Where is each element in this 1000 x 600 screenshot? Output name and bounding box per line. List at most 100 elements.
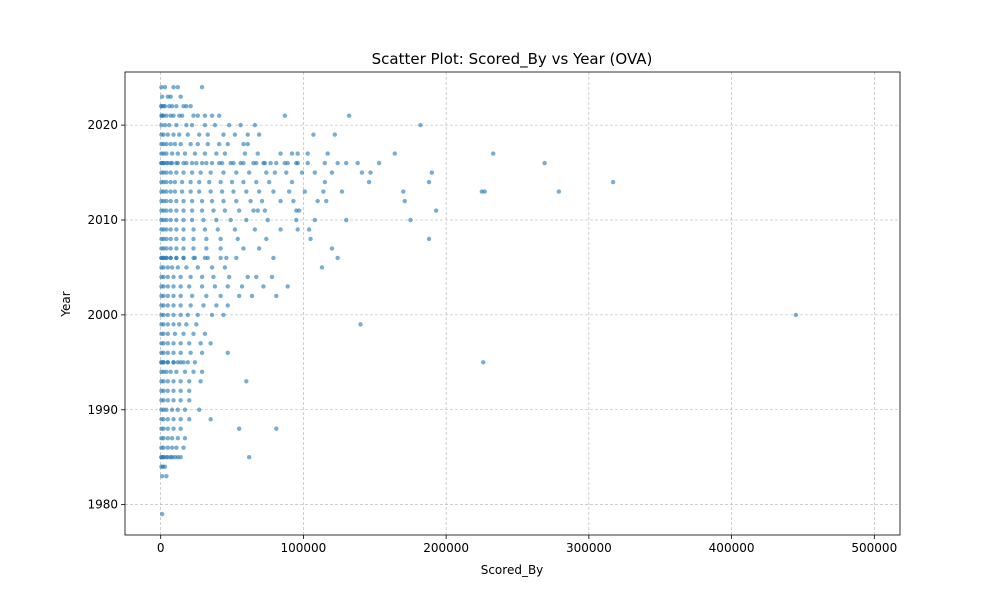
data-point xyxy=(325,151,330,156)
data-point xyxy=(174,255,179,261)
data-point xyxy=(184,122,189,128)
data-point xyxy=(324,198,329,204)
data-point xyxy=(249,293,255,299)
data-point xyxy=(188,303,193,308)
data-point xyxy=(332,132,338,137)
data-point xyxy=(241,246,246,251)
data-point xyxy=(171,426,176,431)
data-point xyxy=(217,141,222,147)
data-point xyxy=(162,84,168,90)
data-point xyxy=(402,198,407,204)
data-point xyxy=(161,274,166,280)
data-point xyxy=(164,246,169,251)
y-tick-label: 2020 xyxy=(87,118,118,132)
data-point xyxy=(188,103,193,109)
data-point xyxy=(202,122,208,128)
data-point xyxy=(274,426,279,431)
data-point xyxy=(426,236,432,242)
data-point xyxy=(299,170,305,175)
data-point xyxy=(295,227,300,232)
chart-title: Scatter Plot: Scored_By vs Year (OVA) xyxy=(372,50,653,69)
data-point xyxy=(165,398,171,403)
data-point xyxy=(188,350,193,356)
data-point xyxy=(244,379,249,384)
y-tick-label: 2000 xyxy=(87,308,118,322)
data-point xyxy=(161,350,166,356)
data-point xyxy=(236,208,242,213)
data-point xyxy=(181,217,186,223)
data-point xyxy=(312,217,318,223)
data-point xyxy=(168,208,173,213)
data-point xyxy=(426,179,432,185)
data-point xyxy=(204,160,209,166)
data-point xyxy=(168,179,173,185)
data-point xyxy=(171,84,176,90)
data-point xyxy=(261,284,266,289)
data-point xyxy=(172,331,178,337)
data-point xyxy=(174,160,179,166)
data-point xyxy=(255,151,260,156)
data-point xyxy=(241,179,246,185)
data-point xyxy=(168,217,173,223)
data-point xyxy=(254,179,259,185)
x-tick-label: 200000 xyxy=(423,541,469,555)
data-point xyxy=(205,132,210,137)
data-point xyxy=(165,322,171,327)
data-point xyxy=(238,122,243,128)
data-point xyxy=(256,189,262,194)
data-point xyxy=(174,208,179,213)
data-point xyxy=(221,198,226,204)
data-point xyxy=(164,141,169,147)
data-point xyxy=(226,122,232,128)
data-point xyxy=(192,151,198,156)
data-point xyxy=(195,141,200,147)
data-point xyxy=(178,94,183,99)
data-point xyxy=(174,246,179,251)
data-point xyxy=(274,293,279,299)
data-point xyxy=(245,141,250,147)
data-point xyxy=(199,350,205,356)
data-point xyxy=(311,132,316,137)
data-point xyxy=(168,170,173,175)
y-axis-label: Year xyxy=(59,291,73,317)
data-point xyxy=(274,160,279,166)
data-point xyxy=(161,436,166,441)
data-point xyxy=(202,227,208,232)
data-point xyxy=(165,331,171,337)
data-point xyxy=(161,303,166,308)
data-point xyxy=(358,322,363,327)
data-point xyxy=(171,360,176,365)
data-point xyxy=(217,113,222,118)
data-point xyxy=(278,198,283,204)
data-point xyxy=(610,179,616,185)
data-point xyxy=(171,388,176,393)
data-point xyxy=(202,113,208,118)
data-point xyxy=(161,360,166,365)
data-point xyxy=(195,265,200,270)
data-point xyxy=(284,170,289,175)
data-point xyxy=(191,255,196,261)
data-point xyxy=(162,464,168,469)
data-point xyxy=(793,312,799,318)
data-point xyxy=(282,113,288,118)
data-point xyxy=(181,445,186,450)
data-point xyxy=(194,160,199,166)
data-point xyxy=(164,151,169,156)
data-point xyxy=(289,151,295,156)
data-point xyxy=(178,312,183,318)
data-point xyxy=(168,255,173,261)
data-point xyxy=(164,255,169,261)
data-point xyxy=(171,303,176,308)
data-point xyxy=(168,246,173,251)
data-point xyxy=(408,217,413,223)
data-point xyxy=(392,151,397,156)
data-point xyxy=(208,417,213,422)
data-point xyxy=(199,274,205,280)
data-point xyxy=(178,293,183,299)
data-point xyxy=(172,179,178,185)
data-point xyxy=(171,293,176,299)
data-point xyxy=(174,236,179,242)
data-point xyxy=(329,170,335,175)
data-point xyxy=(197,179,202,185)
data-point xyxy=(181,160,186,166)
